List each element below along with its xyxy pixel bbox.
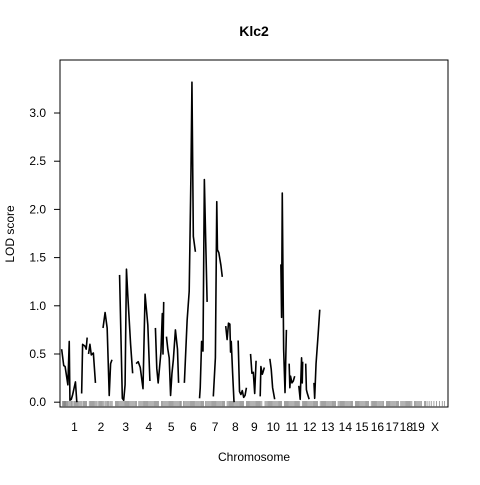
y-tick-label: 1.0 bbox=[29, 299, 46, 313]
y-tick-label: 0.5 bbox=[29, 347, 46, 361]
x-tick-label: 18 bbox=[400, 420, 414, 434]
y-axis-label: LOD score bbox=[3, 205, 17, 263]
y-axis: 0.0 0.5 1.0 1.5 2.0 2.5 3.0 bbox=[29, 106, 60, 409]
y-tick-label: 2.0 bbox=[29, 202, 46, 216]
x-tick-label: 5 bbox=[168, 420, 175, 434]
lod-curve-chr-10 bbox=[212, 200, 224, 397]
y-tick-label: 2.5 bbox=[29, 154, 46, 168]
x-tick-label: 14 bbox=[339, 420, 353, 434]
lod-curve-chr-8 bbox=[183, 81, 197, 383]
plot-frame bbox=[59, 59, 449, 408]
lod-curve-chr-5 bbox=[135, 293, 151, 390]
lod-curve-chr-1 bbox=[60, 340, 78, 403]
lod-curve-chr-19 bbox=[304, 363, 310, 400]
lod-curve-chr-11 bbox=[224, 322, 235, 403]
x-tick-label: 8 bbox=[232, 420, 239, 434]
x-tick-label: 11 bbox=[286, 420, 299, 434]
lod-curve-chr-17 bbox=[288, 363, 296, 389]
lod-curve-chr-X bbox=[313, 309, 321, 400]
x-tick-label: X bbox=[431, 420, 439, 434]
lod-curve-chr-3 bbox=[102, 311, 113, 397]
x-tick-label: 13 bbox=[321, 420, 335, 434]
lod-curve-chr-1b bbox=[80, 337, 88, 394]
y-tick-label: 3.0 bbox=[29, 106, 46, 120]
x-tick-label: 4 bbox=[146, 420, 153, 434]
lod-curve-chr-18 bbox=[298, 357, 304, 401]
x-tick-label: 10 bbox=[267, 420, 281, 434]
y-tick-label: 1.5 bbox=[29, 251, 46, 265]
lod-curve-chr-2 bbox=[87, 343, 97, 383]
chart-title: Klc2 bbox=[239, 23, 269, 39]
x-tick-label: 7 bbox=[212, 420, 219, 434]
x-tick-label: 19 bbox=[411, 420, 425, 434]
lod-curve-chr-16 bbox=[280, 192, 288, 394]
lod-curves bbox=[60, 81, 321, 403]
lod-curve-chr-6 bbox=[154, 301, 165, 384]
x-tick-label: 17 bbox=[386, 420, 400, 434]
lod-curve-chr-15 bbox=[269, 358, 276, 400]
x-tick-label: 15 bbox=[355, 420, 369, 434]
x-tick-label: 1 bbox=[71, 420, 78, 434]
lod-curve-chr-7 bbox=[165, 329, 180, 397]
x-tick-label: 16 bbox=[371, 420, 385, 434]
lod-curve-chr-12 bbox=[237, 340, 248, 399]
lod-curve-chr-4 bbox=[118, 268, 134, 402]
lod-curve-chr-9 bbox=[198, 178, 208, 399]
x-tick-label: 6 bbox=[190, 420, 197, 434]
y-tick-label: 0.0 bbox=[29, 395, 46, 409]
x-tick-label: 2 bbox=[98, 420, 105, 434]
marker-rug bbox=[62, 401, 445, 407]
lod-curve-chr-13 bbox=[249, 353, 257, 395]
x-tick-label: 12 bbox=[303, 420, 317, 434]
x-tick-label: 3 bbox=[122, 420, 129, 434]
x-axis-label: Chromosome bbox=[218, 450, 290, 464]
lod-curve-chr-14 bbox=[259, 365, 266, 397]
x-tick-label: 9 bbox=[251, 420, 258, 434]
